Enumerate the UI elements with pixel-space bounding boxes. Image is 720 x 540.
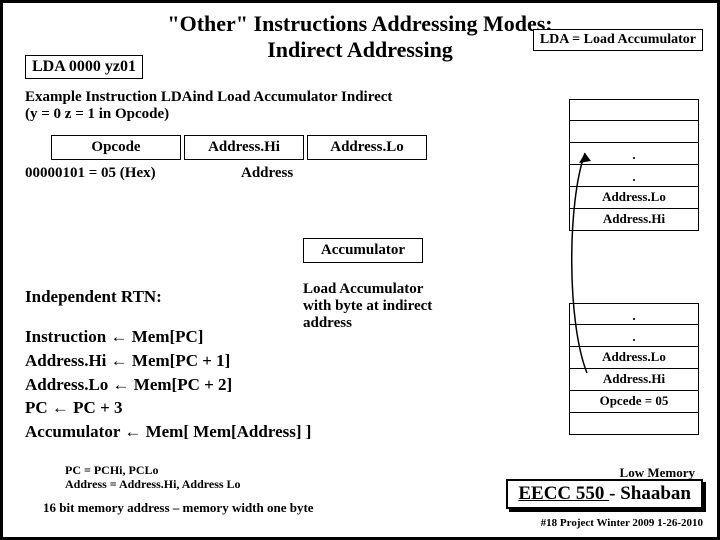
mcell-opcode: Opcede = 05 [569,391,699,413]
rtn-block: Instruction ← Mem[PC] Address.Hi ← Mem[P… [25,325,311,444]
course-box: EECC 550 - Shaaban [506,479,703,509]
address-label: Address [241,165,293,182]
addr-hi-header: Address.Hi [184,135,304,160]
independent-rtn-heading: Independent RTN: [25,287,162,307]
mem-width-note: 16 bit memory address – memory width one… [43,500,314,516]
load-l2: with byte at indirect [303,298,473,315]
accumulator-box: Accumulator [303,238,423,263]
memory-stack-upper: . . Address.Lo Address.Hi [569,99,699,231]
mcell-dots: . [569,303,699,325]
mcell-dots: . [569,165,699,187]
load-l1: Load Accumulator [303,281,473,298]
load-description: Load Accumulator with byte at indirect a… [303,281,473,332]
rtn-l4: PC ← PC + 3 [25,396,311,420]
footer-text: #18 Project Winter 2009 1-26-2010 [541,517,703,529]
mcell-addr-lo: Address.Lo [569,187,699,209]
course-author: - Shaaban [609,483,691,504]
mcell-addr-hi: Address.Hi [569,209,699,231]
lda-legend-box: LDA = Load Accumulator [533,29,703,51]
mcell [569,99,699,121]
addr-lo-header: Address.Lo [307,135,427,160]
mcell-dots: . [569,325,699,347]
mcell [569,413,699,435]
rtn-l2: Address.Hi ← Mem[PC + 1] [25,349,311,373]
pc-note-l1: PC = PCHi, PCLo [65,463,241,477]
mcell-addr-lo: Address.Lo [569,347,699,369]
mcell-addr-hi: Address.Hi [569,369,699,391]
pc-note: PC = PCHi, PCLo Address = Address.Hi, Ad… [65,463,241,492]
course-code: EECC 550 [518,483,609,504]
instruction-table: Opcode Address.Hi Address.Lo [51,135,427,160]
rtn-l3: Address.Lo ← Mem[PC + 2] [25,373,311,397]
mcell [569,121,699,143]
rtn-l1: Instruction ← Mem[PC] [25,325,311,349]
example-l2: (y = 0 z = 1 in Opcode) [25,106,392,123]
lda-opcode-box: LDA 0000 yz01 [25,55,143,79]
rtn-l5: Accumulator ← Mem[ Mem[Address] ] [25,420,311,444]
load-l3: address [303,315,473,332]
example-text: Example Instruction LDAind Load Accumula… [25,89,392,123]
pc-note-l2: Address = Address.Hi, Address Lo [65,477,241,491]
opcode-header: Opcode [51,135,181,160]
memory-stack-lower: . . Address.Lo Address.Hi Opcede = 05 [569,303,699,435]
mcell-dots: . [569,143,699,165]
example-l1: Example Instruction LDAind Load Accumula… [25,89,392,106]
opcode-value: 00000101 = 05 (Hex) [25,165,156,182]
